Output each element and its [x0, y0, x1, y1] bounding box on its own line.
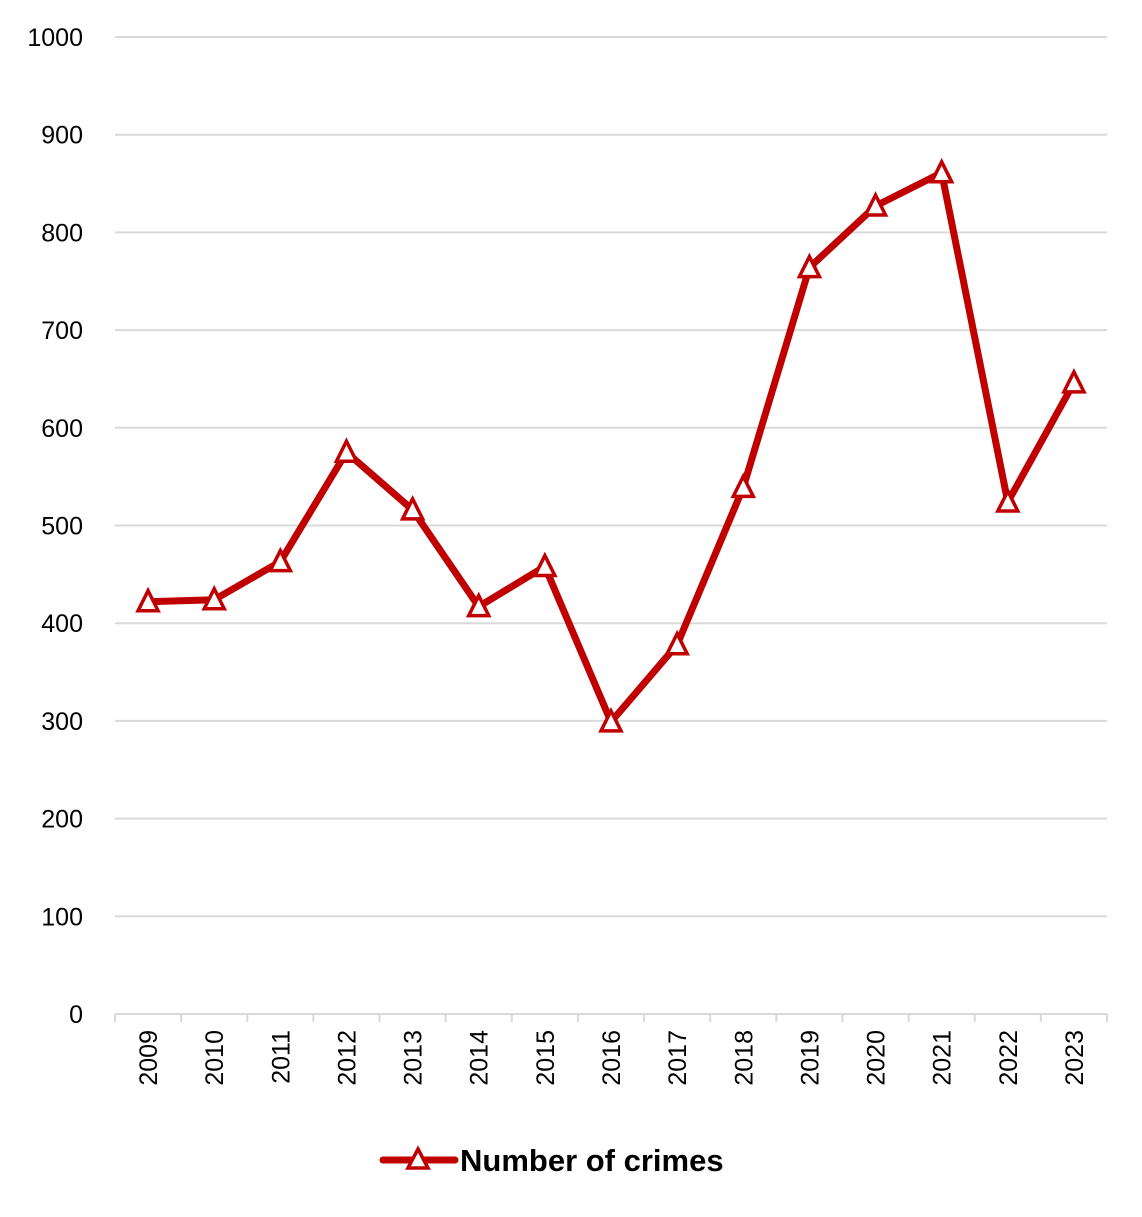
x-tick-label: 2016 [598, 1030, 626, 1086]
x-tick-label: 2011 [267, 1030, 295, 1084]
data-point-2012 [333, 437, 360, 463]
x-tick-label: 2017 [664, 1030, 692, 1086]
y-tick-label: 900 [41, 122, 83, 150]
data-point-2022 [994, 487, 1021, 513]
data-point-2023 [1061, 367, 1087, 394]
x-tick-label: 2013 [400, 1030, 428, 1086]
legend-marker-triangle [405, 1145, 431, 1170]
x-tick-label: 2020 [863, 1030, 891, 1086]
y-tick-label: 800 [41, 219, 83, 247]
gridlines [114, 36, 1108, 1022]
x-tick-label: 2010 [201, 1030, 229, 1086]
y-tick-label: 0 [69, 1001, 83, 1029]
legend-label: Number of crimes [460, 1143, 724, 1178]
data-point-2014 [465, 591, 492, 618]
y-tick-label: 700 [41, 317, 83, 345]
y-tick-label: 200 [41, 806, 83, 834]
x-tick-label: 2019 [796, 1030, 824, 1086]
y-tick-label: 600 [41, 415, 83, 443]
x-tick-label: 2014 [466, 1030, 494, 1086]
data-point-2021 [928, 157, 955, 184]
x-tick-label: 2023 [1061, 1030, 1089, 1086]
data-point-2016 [598, 706, 624, 733]
y-axis-ticks: 0 100 200 300 400 500 600 700 800 900 1000 [27, 24, 83, 1029]
data-point-2019 [796, 252, 823, 279]
legend: Number of crimes [379, 1143, 724, 1178]
y-tick-label: 400 [41, 610, 83, 638]
x-tick-label: 2018 [730, 1030, 758, 1086]
data-point-2011 [267, 546, 294, 573]
y-tick-label: 100 [41, 903, 83, 931]
y-tick-label: 300 [41, 708, 83, 736]
x-tick-label: 2021 [929, 1030, 957, 1086]
x-axis-ticks: 2009 2010 2011 2012 2013 2014 2015 2016 2017 2018… [135, 1030, 1089, 1086]
y-tick-label: 1000 [27, 24, 83, 52]
series-line [147, 169, 1077, 726]
series-number-of-crimes [135, 157, 1087, 733]
data-point-2015 [532, 551, 558, 578]
x-tick-label: 2015 [532, 1030, 560, 1086]
x-tick-label: 2009 [135, 1030, 163, 1086]
data-point-2017 [664, 629, 690, 656]
data-point-2013 [399, 494, 426, 521]
data-point-2009 [135, 586, 161, 613]
x-tick-label: 2012 [333, 1030, 361, 1086]
data-point-2010 [201, 584, 228, 611]
data-point-2018 [730, 472, 757, 499]
y-tick-label: 500 [41, 513, 83, 541]
x-tick-label: 2022 [995, 1030, 1023, 1086]
data-point-2020 [862, 191, 889, 217]
